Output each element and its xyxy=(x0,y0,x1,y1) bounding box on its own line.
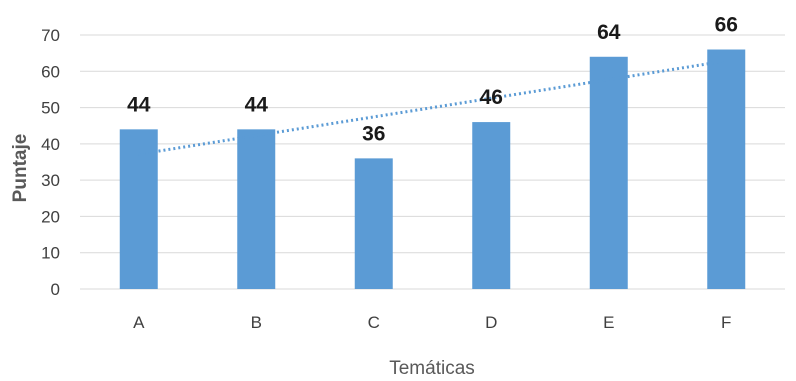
x-tick-label-E: E xyxy=(603,313,614,332)
data-label-F: 66 xyxy=(715,14,738,37)
trendline-group xyxy=(138,59,727,156)
data-label-E: 64 xyxy=(597,21,621,44)
x-tick-label-D: D xyxy=(485,313,497,332)
data-label-B: 44 xyxy=(245,93,269,116)
bar-D xyxy=(472,122,511,289)
x-tick-label-F: F xyxy=(721,313,731,332)
y-tick-label: 60 xyxy=(41,62,60,81)
bar-F xyxy=(707,49,746,290)
bars xyxy=(119,49,746,290)
data-label-A: 44 xyxy=(127,93,151,116)
y-axis-title: Puntaje xyxy=(10,134,31,203)
y-tick-label: 20 xyxy=(41,207,60,226)
bar-B xyxy=(237,129,276,289)
y-tick-label: 10 xyxy=(41,244,60,263)
y-tick-label: 70 xyxy=(41,26,60,45)
bar-C xyxy=(354,158,393,289)
y-tick-label: 0 xyxy=(51,280,60,299)
trendline xyxy=(138,59,727,156)
y-tick-label: 30 xyxy=(41,171,60,190)
x-tick-label-A: A xyxy=(133,313,145,332)
data-label-D: 46 xyxy=(480,86,503,109)
x-tick-label-B: B xyxy=(251,313,262,332)
y-axis-ticks: 0 10 20 30 40 50 60 70 xyxy=(41,26,60,299)
bar-E xyxy=(589,56,628,290)
gridlines xyxy=(80,34,785,290)
y-tick-label: 50 xyxy=(41,99,60,118)
x-tick-label-C: C xyxy=(368,313,380,332)
x-axis-ticks: A B C D E F xyxy=(133,313,731,332)
bar-A xyxy=(119,129,158,289)
y-tick-label: 40 xyxy=(41,135,60,154)
data-labels: 44 44 36 46 64 66 xyxy=(127,14,738,146)
data-label-C: 36 xyxy=(362,122,385,145)
x-axis-title: Temáticas xyxy=(389,358,475,379)
